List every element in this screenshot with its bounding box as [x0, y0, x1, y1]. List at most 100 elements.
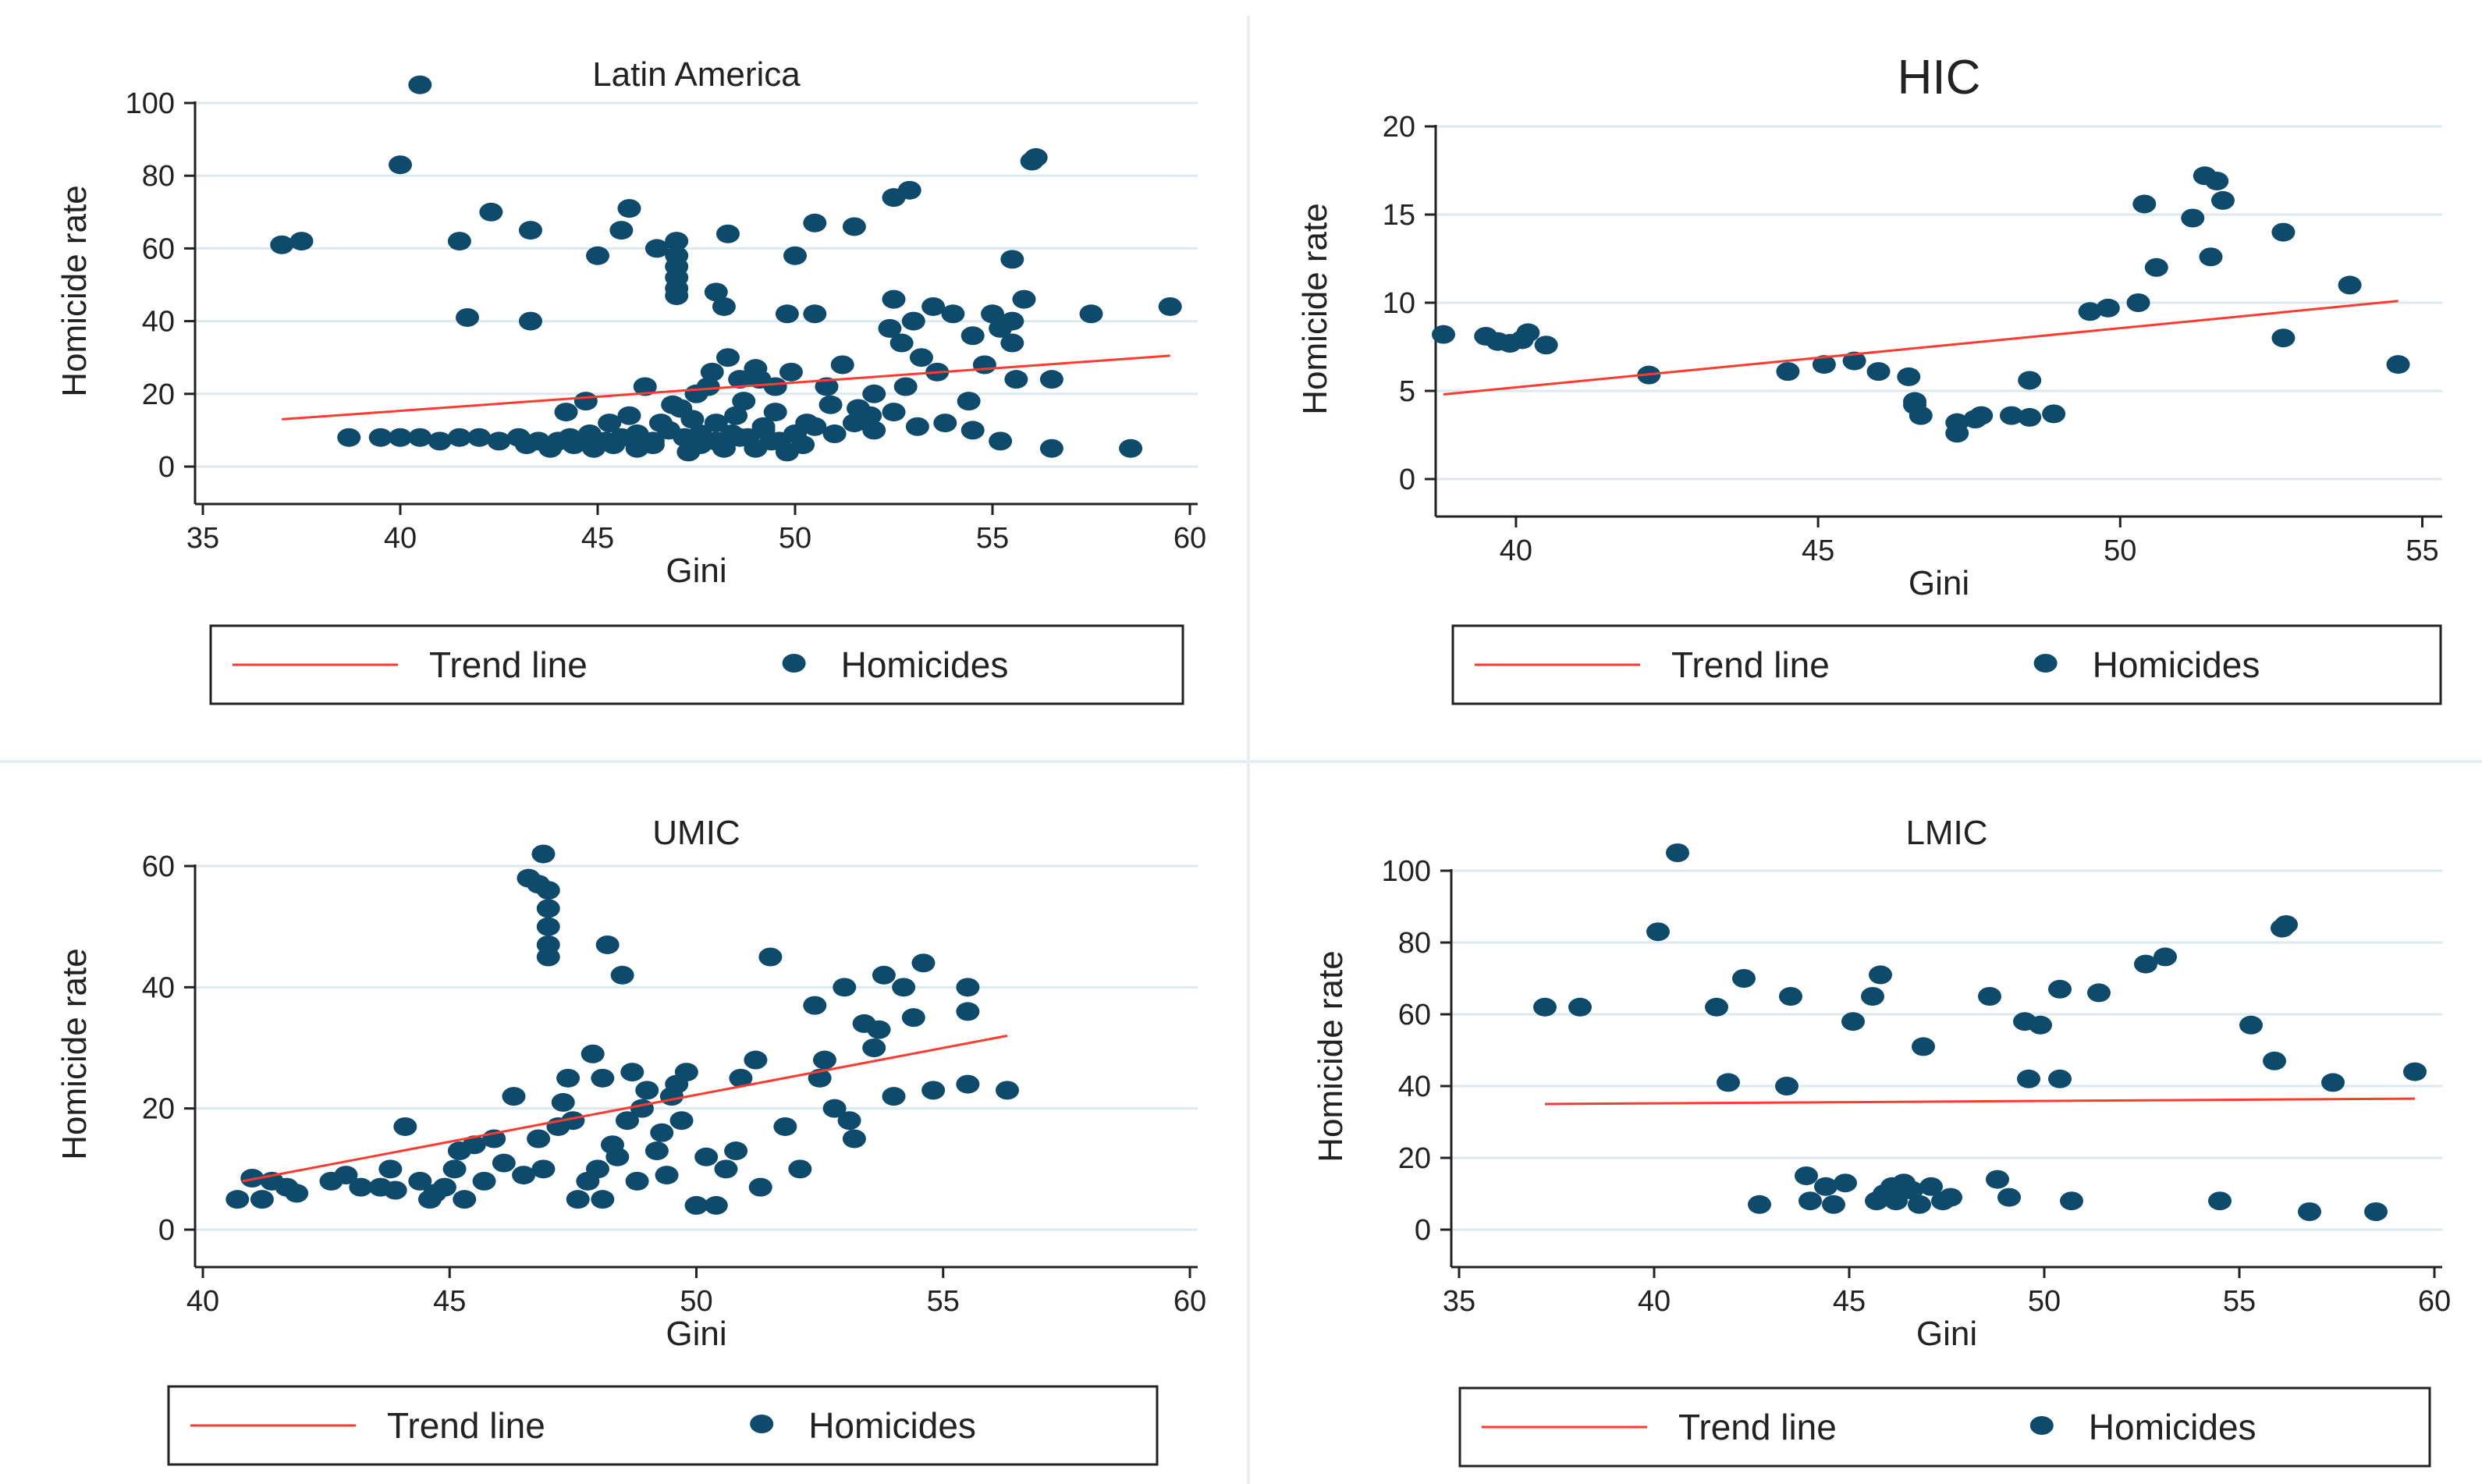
data-point — [1842, 351, 1866, 371]
data-point — [773, 1117, 797, 1136]
data-point — [2403, 1062, 2427, 1081]
data-point — [2364, 1202, 2388, 1221]
data-point — [956, 1002, 980, 1021]
x-tick-label: 55 — [976, 522, 1009, 555]
data-point — [732, 392, 756, 411]
data-point — [487, 431, 511, 451]
data-point — [518, 221, 542, 240]
data-point — [2029, 1015, 2052, 1035]
data-point — [1978, 987, 2001, 1006]
data-point — [512, 1166, 536, 1185]
data-point — [972, 355, 996, 375]
y-axis-label: Homicide rate — [55, 185, 94, 396]
x-tick-label: 60 — [1174, 1285, 1206, 1318]
data-point — [554, 403, 578, 422]
data-point — [2126, 293, 2150, 312]
data-point — [2298, 1202, 2321, 1221]
data-point — [393, 1117, 417, 1136]
data-point — [1748, 1195, 1771, 1214]
data-point — [456, 307, 480, 327]
data-point — [536, 917, 560, 936]
data-point — [862, 421, 886, 440]
x-tick-label: 50 — [2028, 1285, 2061, 1318]
data-point — [763, 403, 787, 422]
data-point — [905, 417, 929, 436]
data-point — [1903, 396, 1927, 415]
data-point — [641, 435, 665, 455]
data-point — [1908, 1195, 1931, 1214]
data-point — [1516, 323, 1540, 343]
x-tick-label: 45 — [581, 522, 614, 555]
data-point — [536, 881, 560, 900]
data-point — [858, 406, 882, 425]
data-point — [633, 377, 657, 396]
data-point — [2154, 947, 2177, 967]
y-tick-label: 15 — [1383, 199, 1415, 232]
y-tick-label: 40 — [1398, 1070, 1431, 1103]
y-tick-label: 5 — [1399, 375, 1415, 408]
x-tick-label: 40 — [186, 1285, 219, 1318]
legend-points-label: Homicides — [841, 644, 1009, 685]
x-tick-label: 35 — [1443, 1285, 1475, 1318]
data-point — [659, 1087, 684, 1106]
data-point — [2042, 404, 2066, 424]
data-point — [389, 155, 412, 175]
x-tick-label: 50 — [779, 522, 811, 555]
x-tick-label: 50 — [2104, 534, 2136, 567]
data-point — [882, 289, 906, 309]
data-point — [408, 75, 432, 94]
data-point — [957, 392, 981, 411]
data-point — [704, 282, 728, 302]
data-point — [591, 1068, 615, 1088]
y-tick-label: 0 — [1399, 463, 1415, 496]
data-point — [225, 1190, 250, 1209]
data-point — [862, 1038, 886, 1057]
data-point — [2048, 1069, 2072, 1088]
data-point — [1900, 1180, 1923, 1200]
data-point — [748, 1177, 772, 1197]
data-point — [712, 438, 736, 458]
data-point — [783, 246, 807, 265]
data-point — [655, 1166, 679, 1185]
data-point — [644, 239, 669, 258]
data-point — [1866, 362, 1891, 382]
x-tick-label: 60 — [1174, 522, 1206, 555]
data-point — [2087, 983, 2111, 1003]
data-point — [2271, 222, 2296, 242]
data-point — [573, 392, 598, 411]
data-point — [644, 1141, 669, 1161]
data-point — [694, 1147, 719, 1166]
data-point — [1000, 250, 1024, 269]
trend-line — [1544, 1097, 2416, 1106]
data-point — [704, 1195, 728, 1215]
data-point — [408, 428, 432, 447]
legend-points-swatch — [782, 654, 806, 673]
x-tick-label: 55 — [2223, 1285, 2256, 1318]
data-point — [1986, 1170, 2009, 1189]
chart-title: LMIC — [1905, 814, 1987, 852]
data-point — [1000, 333, 1024, 353]
data-point — [531, 844, 556, 864]
y-tick-label: 0 — [1415, 1214, 1431, 1247]
data-point — [2048, 979, 2072, 999]
x-tick-label: 45 — [1833, 1285, 1866, 1318]
data-point — [665, 286, 689, 305]
data-point — [2274, 915, 2298, 934]
x-tick-label: 35 — [186, 522, 219, 555]
data-point — [408, 1171, 432, 1191]
data-point — [447, 232, 471, 251]
data-point — [591, 1190, 615, 1209]
data-point — [815, 377, 839, 396]
data-point — [995, 1081, 1019, 1100]
data-point — [289, 232, 314, 251]
data-point — [581, 438, 605, 458]
data-point — [2144, 257, 2168, 277]
data-point — [1158, 296, 1182, 316]
data-point — [714, 1159, 738, 1179]
data-point — [1779, 987, 1802, 1006]
legend-trend-label: Trend line — [1678, 1407, 1837, 1447]
data-point — [2060, 1191, 2083, 1211]
data-point — [442, 1159, 467, 1179]
data-point — [551, 1092, 575, 1112]
